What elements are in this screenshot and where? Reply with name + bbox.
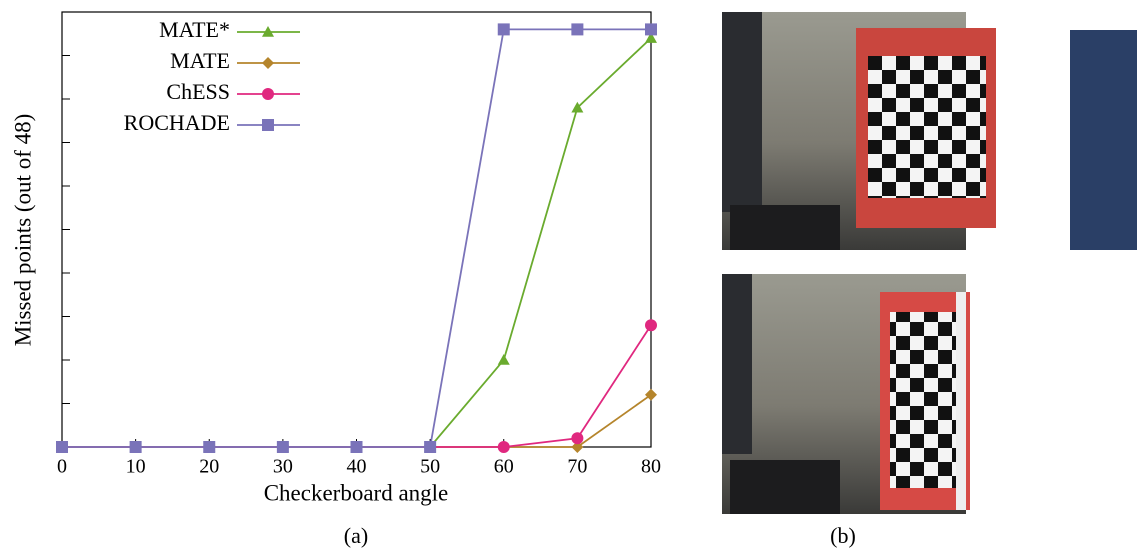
plot-frame: [62, 12, 651, 447]
x-tick-label: 50: [420, 456, 440, 478]
y-axis-label: Missed points (out of 48): [10, 114, 35, 347]
photo-top: [722, 12, 1137, 250]
marker: [203, 441, 215, 453]
x-tick-label: 40: [347, 456, 367, 478]
marker: [424, 441, 436, 453]
marker: [571, 23, 583, 35]
marker: [498, 23, 510, 35]
legend-marker: [262, 88, 274, 100]
x-tick-label: 0: [57, 456, 67, 478]
x-axis-label: Checkerboard angle: [264, 480, 449, 505]
x-tick-label: 70: [567, 456, 587, 478]
marker: [645, 389, 657, 401]
figure: Missed points (out of 48) Checkerboard a…: [0, 0, 1137, 551]
marker: [498, 354, 510, 365]
legend-label: MATE*: [159, 17, 230, 42]
marker: [571, 432, 583, 444]
x-tick-label: 10: [126, 456, 146, 478]
caption: (a): [344, 523, 368, 548]
caption: (b): [830, 523, 856, 548]
legend-marker: [262, 57, 274, 69]
legend-label: ROCHADE: [124, 110, 230, 135]
marker: [277, 441, 289, 453]
marker: [130, 441, 142, 453]
legend-label: ChESS: [166, 79, 230, 104]
photo-bottom: [722, 274, 970, 514]
series-line: [62, 29, 651, 447]
x-tick-label: 80: [641, 456, 661, 478]
marker: [56, 441, 68, 453]
series-line: [62, 38, 651, 447]
x-tick-label: 20: [199, 456, 219, 478]
marker: [645, 23, 657, 35]
series-line: [62, 325, 651, 447]
legend-marker: [262, 119, 274, 131]
x-tick-label: 30: [273, 456, 293, 478]
legend-label: MATE: [170, 48, 230, 73]
x-tick-label: 60: [494, 456, 514, 478]
marker: [645, 319, 657, 331]
marker: [351, 441, 363, 453]
marker: [498, 441, 510, 453]
